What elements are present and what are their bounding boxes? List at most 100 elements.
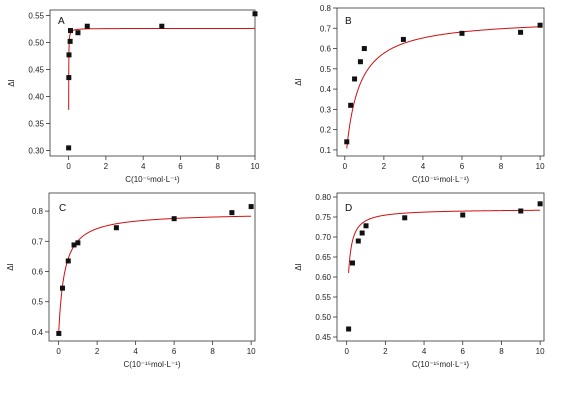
data-point [159,23,165,29]
y-tick-label: 0.55 [28,11,44,20]
data-point [84,23,90,29]
fit-curve [346,26,541,149]
data-point [71,242,77,248]
data-point [66,145,72,151]
y-axis-label: ΔI [6,263,15,271]
y-tick-label: 0.50 [28,38,44,47]
data-point [248,204,254,210]
data-point [537,201,543,207]
panel-letter: D [345,203,352,214]
data-point [75,30,81,36]
panel-letter: A [58,16,65,27]
data-point [400,36,406,42]
x-tick-label: 0 [56,347,61,356]
x-tick-label: 0 [66,162,71,171]
y-tick-label: 0.75 [315,213,331,222]
data-point [518,29,524,35]
y-tick-label: 0.30 [28,147,44,156]
data-point [67,38,73,44]
y-tick-label: 0.7 [32,237,44,246]
data-point [459,30,465,36]
x-tick-label: 2 [95,347,100,356]
data-point [66,52,72,58]
x-axis-label: C(10⁻¹⁵mol·L⁻¹) [412,360,469,369]
x-tick-label: 8 [210,347,215,356]
y-tick-label: 0.6 [320,45,332,54]
y-tick-label: 0.65 [315,253,331,262]
y-tick-label: 0.70 [315,233,331,242]
plot-frame [49,9,256,157]
y-tick-label: 0.6 [32,268,44,277]
y-tick-label: 0.50 [315,313,331,322]
data-point [359,230,365,236]
x-tick-label: 4 [141,162,146,171]
y-tick-label: 0.55 [315,293,331,302]
data-point [352,76,358,82]
x-tick-label: 8 [499,347,504,356]
fit-curve [68,27,255,110]
panel-a: A 0 2 4 6 8 10 0.30 0.35 0.40 0.45 0.50 0.55 C(10⁻⁵mo… [7,9,260,184]
x-tick-label: 6 [461,347,466,356]
y-axis-label: ΔI [7,79,16,87]
x-tick-label: 10 [251,162,260,171]
x-tick-label: 2 [382,162,387,171]
data-point [348,102,354,108]
data-point [59,285,65,291]
x-tick-label: 0 [344,347,349,356]
panel-c: C 0 2 4 6 8 10 0.4 0.5 0.6 0.7 0.8 C(10⁻¹⁵mol·L⁻¹) ΔI [6,192,256,369]
data-point [113,225,119,231]
data-point [56,330,62,336]
data-point [349,260,355,266]
y-tick-label: 0.45 [315,333,331,342]
x-tick-label: 4 [421,162,426,171]
y-tick-label: 0.4 [320,85,332,94]
data-point [66,75,72,81]
panel-b: B 0 2 4 6 8 10 0.1 0.2 0.3 0.4 0.5 0.6 0.7 0.8 C(10⁻¹⁵m… [294,4,545,184]
y-tick-label: 0.7 [320,24,332,33]
data-point [537,22,543,28]
y-tick-label: 0.8 [320,4,332,13]
y-tick-label: 0.5 [32,298,44,307]
y-axis-label: ΔI [294,263,303,271]
x-tick-label: 4 [422,347,427,356]
data-point [68,28,73,34]
y-tick-label: 0.3 [320,105,332,114]
y-tick-label: 0.40 [28,93,44,102]
x-tick-label: 2 [104,162,109,171]
data-point [65,258,71,264]
data-point [361,46,367,52]
panel-letter: B [345,16,352,27]
data-point [402,215,408,221]
plot-frame [48,192,256,342]
panel-d: D 0 2 4 6 8 10 0.45 0.50 0.55 0.60 0.65 0.70 0.75 0.80… [294,192,545,369]
x-tick-label: 2 [383,347,388,356]
x-axis-label: C(10⁻¹⁵mol·L⁻¹) [412,175,469,184]
y-tick-label: 0.2 [320,126,332,135]
data-point [518,208,524,214]
data-point [355,238,361,244]
data-point [75,240,81,246]
y-tick-label: 0.80 [315,193,331,202]
data-point [229,210,235,216]
y-tick-label: 0.5 [320,65,332,74]
data-point [346,326,352,332]
plot-frame [336,7,545,157]
x-tick-label: 8 [499,162,504,171]
data-point [252,11,258,17]
y-tick-label: 0.60 [315,273,331,282]
x-tick-label: 4 [133,347,138,356]
data-point [363,223,369,229]
x-tick-label: 0 [343,162,348,171]
y-tick-label: 0.45 [28,65,44,74]
x-tick-label: 6 [172,347,177,356]
y-tick-label: 0.8 [32,207,44,216]
x-tick-label: 10 [536,162,545,171]
x-axis-label: C(10⁻⁵mol·L⁻¹) [125,175,180,184]
data-point [171,216,177,222]
y-tick-label: 0.1 [320,146,332,155]
panel-letter: C [59,203,66,214]
x-tick-label: 10 [247,347,256,356]
x-tick-label: 10 [536,347,545,356]
x-axis-label: C(10⁻¹⁵mol·L⁻¹) [123,360,180,369]
